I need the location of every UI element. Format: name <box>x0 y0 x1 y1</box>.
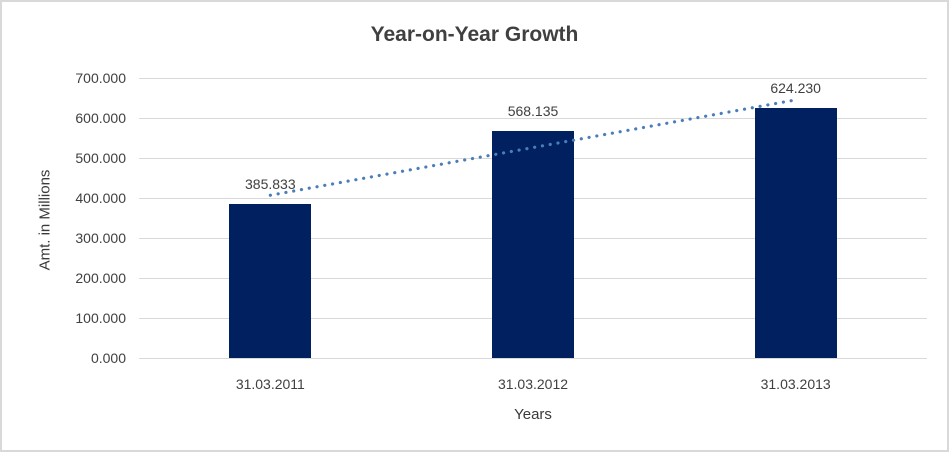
gridline <box>139 78 927 79</box>
x-axis-title: Years <box>514 406 552 423</box>
trendline <box>268 98 798 197</box>
x-tick-label: 31.03.2012 <box>497 376 569 392</box>
y-tick-label: 200.000 <box>75 270 126 286</box>
y-tick-label: 100.000 <box>75 310 126 326</box>
y-tick-label: 400.000 <box>75 190 126 206</box>
chart-title: Year-on-Year Growth <box>370 23 579 46</box>
y-tick-label: 300.000 <box>75 230 126 246</box>
gridline <box>139 118 927 119</box>
x-tick-label: 31.03.2011 <box>235 376 305 392</box>
y-tick-label: 500.000 <box>75 150 126 166</box>
bar <box>754 108 837 358</box>
plot-area: 385.833 568.135 624.230 <box>139 78 927 359</box>
y-tick-label: 0.000 <box>90 350 126 366</box>
bar <box>492 130 574 358</box>
bar <box>229 203 312 358</box>
y-tick-label: 700.000 <box>75 70 126 86</box>
bar-data-label: 624.230 <box>770 80 821 97</box>
x-tick-label: 31.03.2013 <box>760 376 831 392</box>
bar-data-label: 568.135 <box>507 102 559 119</box>
y-axis-title: Amt. in Millions <box>36 169 54 271</box>
x-axis-line <box>139 358 927 359</box>
bar-data-label: 385.833 <box>245 175 296 192</box>
y-tick-label: 600.000 <box>75 110 126 126</box>
